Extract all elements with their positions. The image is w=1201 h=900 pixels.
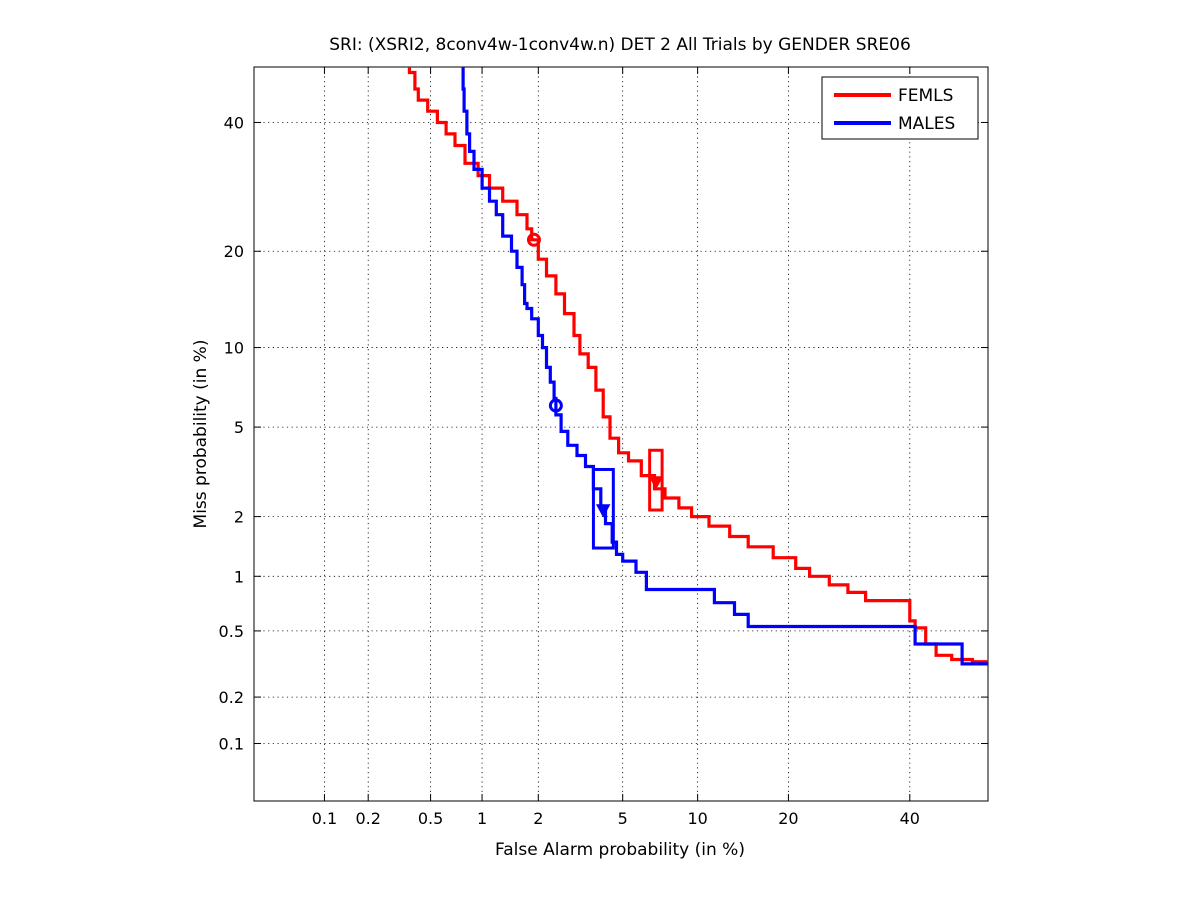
operating-point-marker-femls — [648, 476, 664, 490]
operating-point-circle-femls — [526, 232, 541, 247]
operating-point-marker-males — [595, 504, 611, 518]
y-tick-label: 1 — [234, 567, 244, 586]
x-tick-label: 1 — [477, 809, 487, 828]
confidence-box-males — [591, 467, 615, 550]
legend: FEMLS MALES — [821, 76, 979, 140]
operating-point-markers — [526, 232, 664, 550]
axes-frame — [253, 66, 989, 802]
confidence-box-femls — [648, 448, 664, 512]
y-axis-ticks: 0.1 0.2 0.5 1 2 5 10 20 40 — [219, 113, 988, 754]
x-axis-label: False Alarm probability (in %) — [495, 840, 745, 860]
x-tick-label: 20 — [778, 809, 798, 828]
y-tick-label: 0.5 — [219, 622, 244, 641]
grid — [254, 67, 988, 801]
y-tick-label: 5 — [234, 418, 244, 437]
x-tick-label: 0.1 — [312, 809, 337, 828]
x-axis-ticks: 0.1 0.2 0.5 1 2 5 10 20 40 — [312, 67, 920, 828]
y-tick-label: 10 — [224, 339, 244, 358]
x-tick-label: 5 — [618, 809, 628, 828]
x-tick-label: 10 — [687, 809, 707, 828]
chart-title: SRI: (XSRI2, 8conv4w-1conv4w.n) DET 2 Al… — [329, 35, 911, 55]
y-tick-label: 0.1 — [219, 735, 244, 754]
y-tick-label: 0.2 — [219, 688, 244, 707]
legend-label-males: MALES — [898, 114, 955, 134]
series-lines — [407, 67, 988, 666]
series-line-femls — [407, 67, 988, 664]
series-line-males — [461, 67, 988, 666]
plot-area: 0.1 0.2 0.5 1 2 5 10 20 40 0.1 0.2 0.5 1 2 5 10 20 40 — [219, 66, 989, 828]
x-tick-label: 0.2 — [355, 809, 380, 828]
y-tick-label: 2 — [234, 508, 244, 527]
x-tick-label: 2 — [533, 809, 543, 828]
y-tick-label: 40 — [224, 113, 244, 132]
y-tick-label: 20 — [224, 242, 244, 261]
x-tick-label: 0.5 — [418, 809, 443, 828]
x-tick-label: 40 — [900, 809, 920, 828]
y-axis-label: Miss probability (in %) — [191, 340, 211, 529]
legend-box — [821, 76, 979, 140]
operating-point-circle-males — [548, 398, 563, 413]
legend-label-femls: FEMLS — [898, 86, 953, 106]
